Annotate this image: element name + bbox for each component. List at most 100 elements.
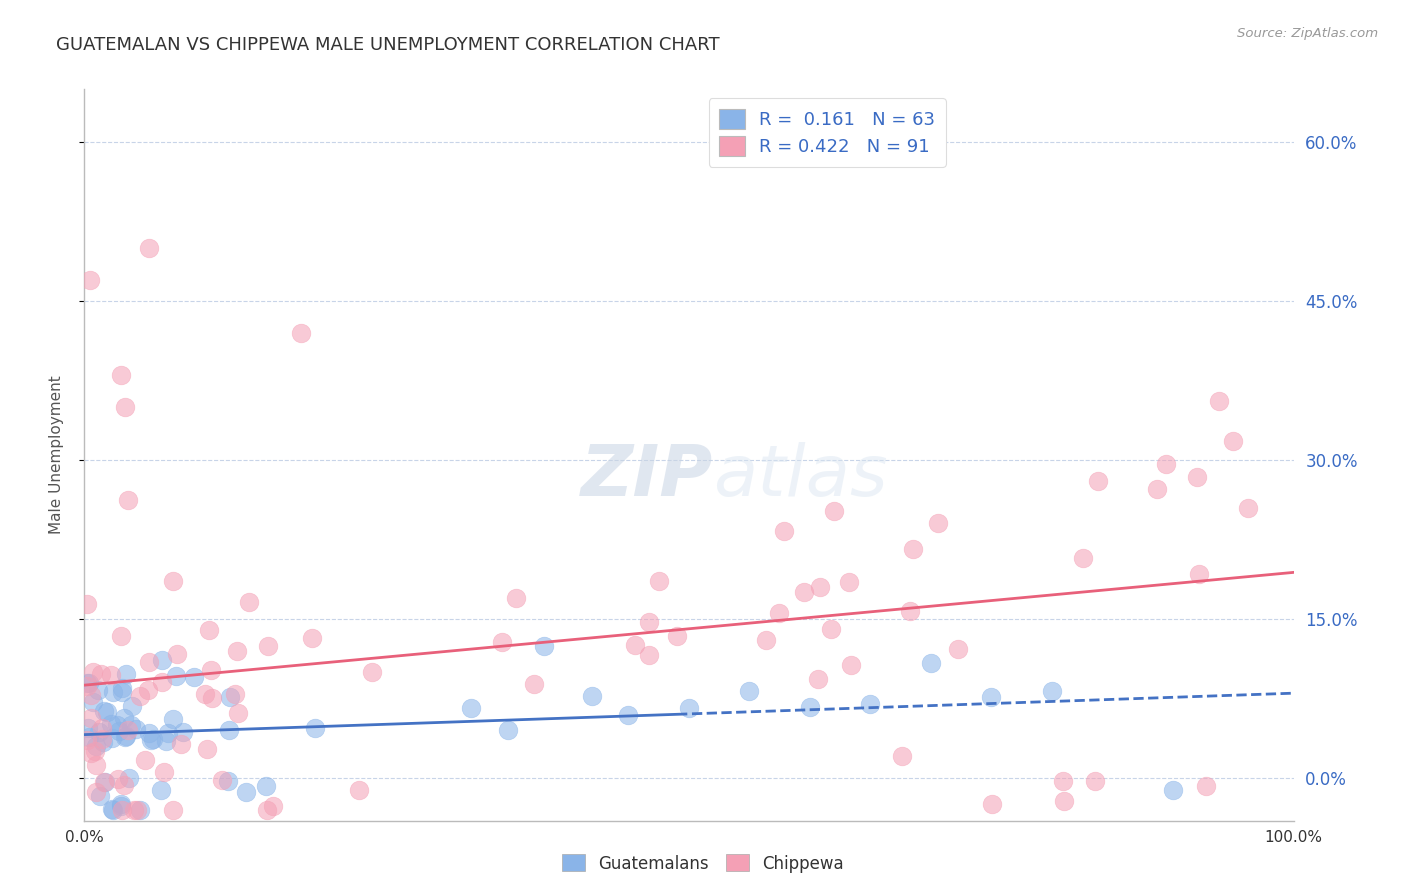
Point: [505, 591, 527, 605]
Point: [839, 657, 862, 672]
Point: [153, 765, 176, 780]
Point: [1084, 774, 1107, 789]
Point: [87, 683, 110, 698]
Point: [304, 722, 326, 736]
Point: [349, 783, 371, 797]
Point: [101, 731, 124, 746]
Point: [290, 326, 312, 340]
Point: [738, 684, 761, 698]
Point: [217, 774, 239, 789]
Point: [1208, 394, 1230, 409]
Point: [86, 757, 108, 772]
Point: [793, 584, 815, 599]
Point: [108, 724, 131, 739]
Point: [82, 665, 104, 679]
Point: [138, 241, 160, 255]
Point: [946, 641, 969, 656]
Point: [1195, 779, 1218, 793]
Point: [755, 632, 778, 647]
Point: [808, 580, 831, 594]
Point: [80, 746, 103, 760]
Point: [523, 677, 546, 691]
Point: [134, 753, 156, 767]
Point: [1154, 457, 1177, 471]
Point: [112, 778, 135, 792]
Point: [491, 635, 513, 649]
Point: [235, 784, 257, 798]
Point: [150, 675, 173, 690]
Point: [103, 685, 125, 699]
Point: [110, 368, 132, 383]
Point: [128, 689, 150, 703]
Point: [768, 606, 790, 620]
Point: [254, 779, 277, 793]
Point: [637, 615, 659, 629]
Point: [228, 706, 250, 720]
Point: [183, 670, 205, 684]
Point: [76, 679, 98, 693]
Point: [225, 644, 247, 658]
Point: [638, 648, 661, 663]
Point: [224, 688, 246, 702]
Point: [1052, 774, 1074, 789]
Point: [82, 695, 104, 709]
Point: [101, 803, 124, 817]
Point: [201, 691, 224, 706]
Point: [823, 504, 845, 518]
Point: [86, 739, 108, 753]
Point: [89, 789, 111, 803]
Point: [262, 799, 284, 814]
Point: [80, 710, 103, 724]
Text: GUATEMALAN VS CHIPPEWA MALE UNEMPLOYMENT CORRELATION CHART: GUATEMALAN VS CHIPPEWA MALE UNEMPLOYMENT…: [56, 36, 720, 54]
Point: [93, 775, 115, 789]
Point: [198, 623, 221, 637]
Point: [195, 742, 218, 756]
Point: [648, 574, 671, 589]
Point: [94, 774, 117, 789]
Point: [980, 690, 1002, 704]
Point: [257, 639, 280, 653]
Point: [678, 700, 700, 714]
Point: [110, 629, 132, 643]
Point: [110, 797, 132, 811]
Point: [115, 667, 138, 681]
Point: [90, 732, 112, 747]
Point: [162, 803, 184, 817]
Point: [128, 803, 150, 817]
Point: [122, 803, 145, 817]
Point: [1071, 551, 1094, 566]
Point: [1146, 482, 1168, 496]
Point: [772, 524, 794, 539]
Point: [1053, 794, 1076, 808]
Point: [127, 803, 149, 817]
Point: [170, 737, 193, 751]
Point: [898, 604, 921, 618]
Point: [927, 516, 949, 530]
Point: [838, 575, 860, 590]
Point: [120, 718, 142, 732]
Point: [100, 667, 122, 681]
Point: [901, 542, 924, 557]
Point: [136, 683, 159, 698]
Point: [1237, 500, 1260, 515]
Point: [91, 735, 114, 749]
Point: [107, 772, 129, 787]
Point: [84, 785, 107, 799]
Point: [623, 638, 645, 652]
Point: [125, 723, 148, 737]
Point: [105, 718, 128, 732]
Point: [460, 701, 482, 715]
Point: [1222, 434, 1244, 449]
Point: [1185, 469, 1208, 483]
Point: [91, 721, 114, 735]
Point: [138, 726, 160, 740]
Point: [115, 729, 138, 743]
Point: [118, 772, 141, 786]
Point: [496, 723, 519, 737]
Point: [533, 640, 555, 654]
Point: [891, 748, 914, 763]
Point: [84, 744, 107, 758]
Point: [981, 797, 1004, 811]
Point: [301, 631, 323, 645]
Point: [172, 724, 194, 739]
